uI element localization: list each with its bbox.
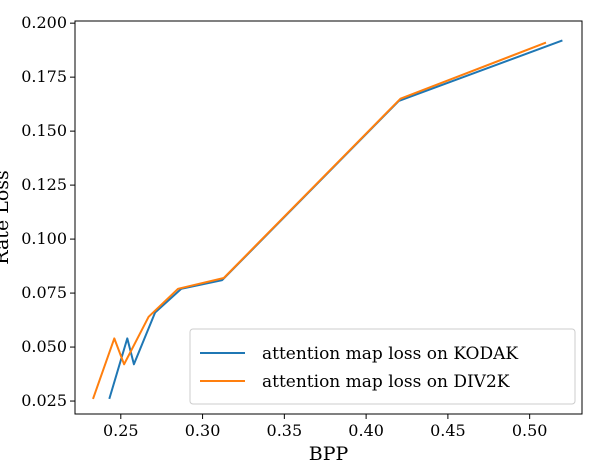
series-layer	[92, 39, 563, 400]
y-tick-label: 0.175	[21, 67, 67, 86]
legend: attention map loss on KODAK attention ma…	[189, 328, 576, 405]
x-tick-label: 0.45	[430, 421, 466, 440]
y-tick-label: 0.075	[21, 283, 67, 302]
y-axis-ticks: 0.025 0.050 0.075 0.100 0.125 0.150 0.175 0.200	[21, 13, 75, 410]
x-tick-label: 0.25	[103, 421, 139, 440]
x-tick-label: 0.40	[348, 421, 384, 440]
y-tick-label: 0.125	[21, 175, 67, 194]
y-axis-label: Rate Loss	[0, 170, 13, 265]
x-tick-label: 0.30	[185, 421, 221, 440]
series-line-div2k	[92, 41, 547, 400]
y-tick-label: 0.025	[21, 391, 67, 410]
y-tick-label: 0.150	[21, 121, 67, 140]
y-tick-label: 0.200	[21, 13, 67, 32]
legend-label-kodak: attention map loss on KODAK	[262, 344, 518, 364]
legend-label-div2k: attention map loss on DIV2K	[262, 372, 510, 392]
plot-frame	[74, 20, 583, 415]
y-tick-label: 0.100	[21, 229, 67, 248]
x-axis-ticks: 0.25 0.30 0.35 0.40 0.45 0.50	[103, 414, 547, 440]
x-tick-label: 0.50	[512, 421, 548, 440]
legend-box	[189, 328, 576, 405]
x-axis-label: BPP	[309, 443, 349, 465]
y-tick-label: 0.050	[21, 337, 67, 356]
x-tick-label: 0.35	[267, 421, 303, 440]
